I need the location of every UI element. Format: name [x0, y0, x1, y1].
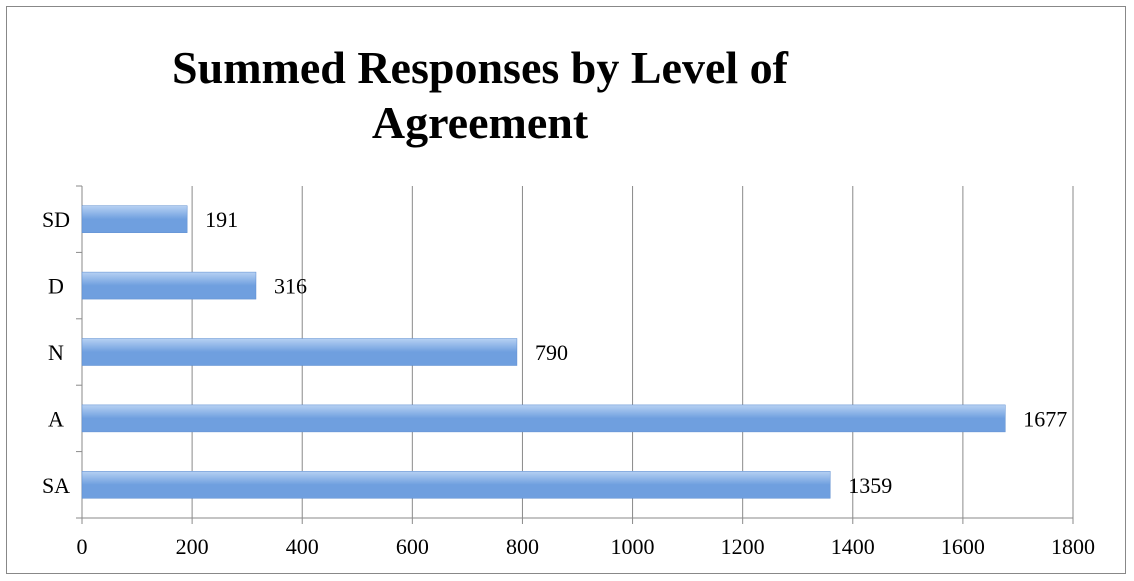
bar-d	[81, 271, 257, 300]
chart-title-line-2: Agreement	[371, 97, 589, 149]
x-tick-label-1800: 1800	[1051, 534, 1095, 559]
x-tick-label-1200: 1200	[721, 534, 765, 559]
data-label-a: 1677	[1023, 406, 1067, 431]
data-label-d: 316	[274, 274, 307, 299]
bars	[81, 205, 1006, 499]
x-tick-label-600: 600	[396, 534, 429, 559]
bar-n	[81, 338, 518, 366]
x-tick-label-400: 400	[286, 534, 319, 559]
labels: 0 200 400 600 800 1000 1200 1400 1600 1800 SD 191 D 3…	[42, 207, 1095, 559]
bar-sd	[81, 205, 188, 233]
category-label-sa: SA	[42, 473, 70, 498]
chart-title: Summed Responses by Level of Agreement	[0, 40, 960, 150]
x-tick-label-0: 0	[77, 534, 88, 559]
x-tick-label-1000: 1000	[611, 534, 655, 559]
x-tick-label-200: 200	[176, 534, 209, 559]
category-label-sd: SD	[42, 207, 70, 232]
bar-sa	[81, 471, 831, 499]
data-label-sa: 1359	[848, 473, 892, 498]
category-label-d: D	[48, 274, 64, 299]
x-tick-label-800: 800	[506, 534, 539, 559]
x-tick-label-1400: 1400	[831, 534, 875, 559]
data-label-n: 790	[535, 340, 568, 365]
category-label-a: A	[48, 406, 64, 431]
chart-title-line-1: Summed Responses by Level of	[172, 42, 788, 93]
category-label-n: N	[48, 340, 64, 365]
bar-a	[81, 404, 1006, 433]
data-label-sd: 191	[205, 207, 238, 232]
x-tick-label-1600: 1600	[941, 534, 985, 559]
